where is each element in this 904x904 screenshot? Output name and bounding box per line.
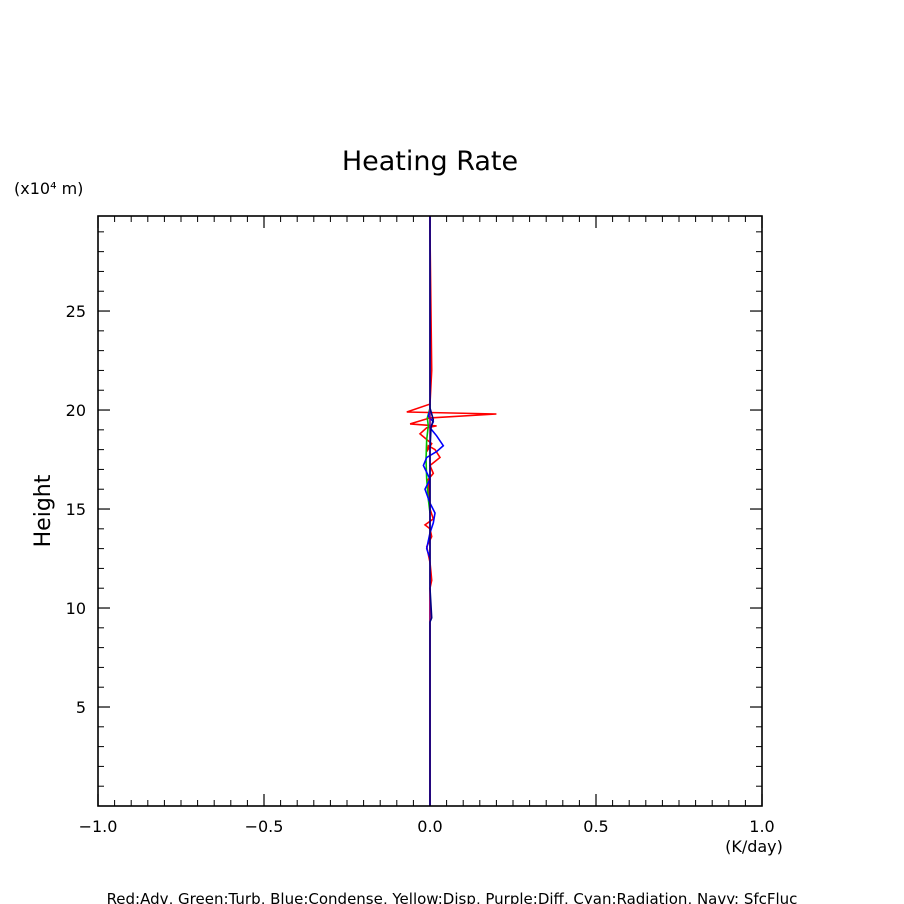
- y-tick-label: 5: [76, 698, 86, 717]
- y-tick-label: 15: [66, 500, 86, 519]
- series-line-adv: [406, 216, 497, 806]
- x-tick-label: 1.0: [749, 817, 774, 836]
- plot-frame: [97, 215, 763, 807]
- x-tick-label: 0.5: [583, 817, 608, 836]
- x-tick-label: −0.5: [245, 817, 284, 836]
- y-unit-label: (x10⁴ m): [14, 179, 83, 198]
- legend-text: Red:Adv, Green:Turb, Blue:Condense, Yell…: [107, 890, 798, 904]
- series-line-sfcfluc: [429, 216, 435, 806]
- series-lines: [406, 216, 497, 806]
- y-axis-label: Height: [31, 474, 56, 547]
- x-axis-unit-label: (K/day): [725, 837, 783, 856]
- y-tick-label: 20: [66, 401, 86, 420]
- y-tick-label: 25: [66, 302, 86, 321]
- x-tick-label: 0.0: [417, 817, 442, 836]
- x-tick-label: −1.0: [79, 817, 118, 836]
- axis-tick-labels: −1.0 −0.5 0.0 0.5 1.0 5 10 15 20 25: [66, 302, 775, 836]
- y-tick-label: 10: [66, 599, 86, 618]
- chart-title: Heating Rate: [342, 146, 518, 177]
